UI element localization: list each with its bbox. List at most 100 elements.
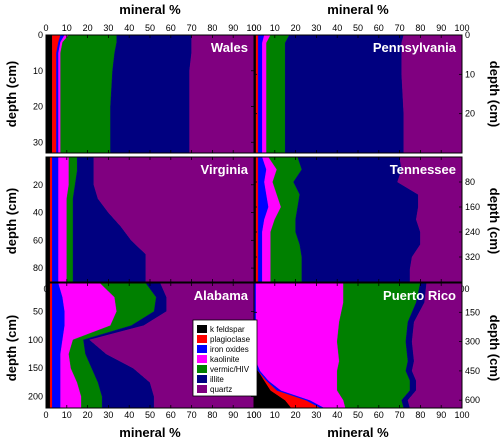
x-tick-label: 40: [332, 410, 342, 420]
legend-label: vermic/HIV: [210, 365, 250, 374]
legend-swatch: [197, 325, 207, 333]
x-tick-label: 50: [145, 23, 155, 33]
x-tick-label: 90: [436, 410, 446, 420]
x-tick-label: 90: [228, 23, 238, 33]
x-tick-label: 20: [83, 23, 93, 33]
x-tick-label: 0: [43, 410, 48, 420]
x-tick-label: 70: [395, 410, 405, 420]
x-tick-label: 80: [207, 23, 217, 33]
x-tick-label: 0: [43, 23, 48, 33]
x-tick-label: 20: [83, 410, 93, 420]
x-tick-label: 80: [415, 23, 425, 33]
y-tick-label: 40: [33, 208, 43, 218]
legend-swatch: [197, 345, 207, 353]
x-tick-label: 70: [187, 23, 197, 33]
y-tick-label: 240: [465, 227, 480, 237]
x-tick-label: 50: [353, 410, 363, 420]
y-tick-label: 0: [465, 30, 470, 40]
x-tick-label: 60: [166, 410, 176, 420]
bottom-right-xlabel: mineral %: [327, 425, 389, 440]
legend-swatch: [197, 335, 207, 343]
band-illite: [110, 35, 192, 153]
x-tick-label: 50: [145, 410, 155, 420]
y-tick-label: 10: [465, 69, 475, 79]
bottom-left-xlabel: mineral %: [119, 425, 181, 440]
ylabel-row3-left: depth (cm): [4, 315, 19, 381]
legend-label: plagioclase: [210, 335, 251, 344]
y-tick-label: 600: [465, 395, 480, 405]
band-k-feldspar: [46, 283, 51, 408]
y-tick-label: 20: [465, 109, 475, 119]
x-tick-label: 70: [395, 23, 405, 33]
y-tick-label: 20: [33, 102, 43, 112]
y-tick-label: 50: [33, 306, 43, 316]
top-right-xlabel: mineral %: [327, 2, 389, 17]
x-tick-label: 70: [187, 410, 197, 420]
band-plagioclase: [49, 283, 53, 408]
band-k-feldspar: [46, 35, 53, 153]
site-title: Wales: [211, 40, 248, 55]
y-tick-label: 300: [465, 337, 480, 347]
y-tick-label: 150: [465, 307, 480, 317]
y-tick-label: 150: [28, 363, 43, 373]
y-tick-label: 30: [33, 137, 43, 147]
x-tick-label: 30: [311, 410, 321, 420]
x-tick-label: 20: [291, 410, 301, 420]
x-tick-label: 10: [270, 23, 280, 33]
ylabel-row2-right: depth (cm): [487, 188, 500, 254]
band-iron-oxides: [52, 157, 59, 282]
ylabel-row3-right: depth (cm): [487, 315, 500, 381]
x-tick-label: 10: [62, 410, 72, 420]
legend-swatch: [197, 375, 207, 383]
ylabel-row1-left: depth (cm): [4, 61, 19, 127]
band-k-feldspar: [46, 157, 51, 282]
legend-label: kaolinite: [210, 355, 240, 364]
x-tick-label: 60: [374, 23, 384, 33]
y-tick-label: 450: [465, 366, 480, 376]
band-quartz: [189, 35, 254, 153]
band-quartz: [401, 35, 462, 153]
legend-label: k feldspar: [210, 325, 245, 334]
band-k-feldspar: [254, 283, 292, 408]
x-tick-label: 40: [124, 410, 134, 420]
panel-tennessee: 010203040506070809010080160240320Tenness…: [251, 156, 480, 294]
y-tick-label: 60: [33, 235, 43, 245]
x-tick-label: 0: [251, 410, 256, 420]
site-title: Alabama: [194, 288, 249, 303]
legend-swatch: [197, 385, 207, 393]
site-title: Virginia: [201, 162, 249, 177]
x-tick-label: 90: [436, 23, 446, 33]
legend-swatch: [197, 365, 207, 373]
x-tick-label: 100: [454, 410, 469, 420]
x-tick-label: 90: [228, 410, 238, 420]
band-plagioclase: [49, 157, 53, 282]
site-title: Puerto Rico: [383, 288, 456, 303]
legend-label: iron oxides: [210, 345, 249, 354]
x-tick-label: 30: [103, 410, 113, 420]
x-tick-label: 10: [270, 410, 280, 420]
x-tick-label: 80: [207, 410, 217, 420]
x-tick-label: 40: [332, 23, 342, 33]
x-tick-label: 60: [374, 410, 384, 420]
band-quartz: [407, 283, 462, 408]
site-title: Tennessee: [390, 162, 456, 177]
top-left-xlabel: mineral %: [119, 2, 181, 17]
x-tick-label: 30: [311, 23, 321, 33]
x-tick-label: 50: [353, 23, 363, 33]
ylabel-row2-left: depth (cm): [4, 188, 19, 254]
y-tick-label: 0: [38, 30, 43, 40]
x-tick-label: 10: [62, 23, 72, 33]
legend-label: illite: [210, 375, 224, 384]
y-tick-label: 80: [33, 263, 43, 273]
y-tick-label: 100: [28, 335, 43, 345]
y-tick-label: 160: [465, 202, 480, 212]
panel-puerto-rico: 0 10 20 30 40 50 60 70 80 90 100 150 300 450 600 Puerto…: [251, 282, 480, 420]
y-tick-label: 20: [33, 180, 43, 190]
x-tick-label: 80: [415, 410, 425, 420]
band-plagioclase: [255, 35, 259, 153]
x-tick-label: 40: [124, 23, 134, 33]
y-tick-label: 200: [28, 392, 43, 402]
x-tick-label: 100: [454, 23, 469, 33]
